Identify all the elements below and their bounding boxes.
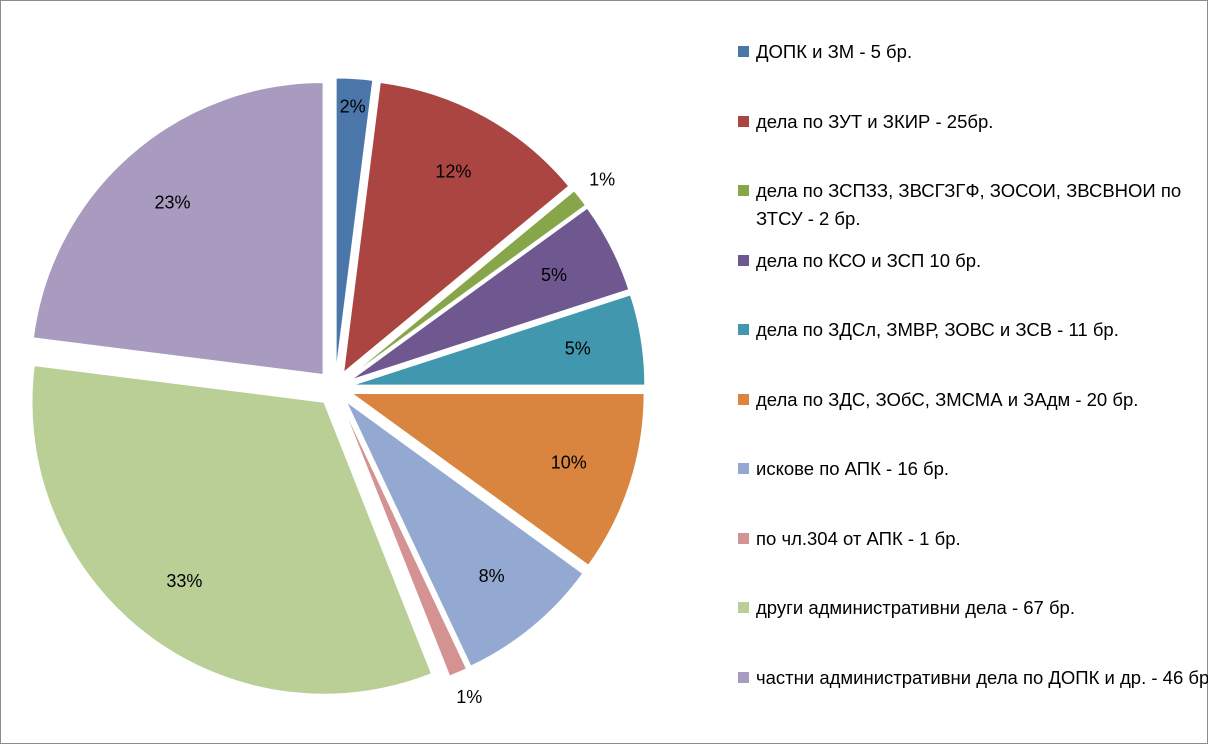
legend-swatch — [738, 463, 749, 474]
data-label: 5% — [541, 265, 567, 285]
legend-label: ДОПК и ЗМ - 5 бр. — [756, 41, 913, 62]
data-label: 23% — [154, 192, 190, 212]
legend-swatch — [738, 602, 749, 613]
pie-slice — [346, 401, 584, 667]
pie-slice — [350, 207, 630, 381]
legend-swatch — [738, 115, 749, 127]
legend-swatch — [738, 46, 749, 57]
pie-slice — [350, 393, 645, 566]
data-label: 12% — [435, 161, 471, 181]
legend-item: дела по ЗСПЗЗ, ЗВСГЗГФ, ЗОСОИ, ЗВСВНОИ п… — [738, 177, 1208, 233]
legend-label: дела по ЗДС, ЗОбС, ЗМСМА и ЗАдм - 20 бр. — [756, 388, 1139, 410]
data-label: 8% — [479, 566, 505, 586]
legend-swatch — [738, 324, 749, 335]
legend-label: частни административни дела по ДОПК и др… — [756, 666, 1208, 688]
legend-label: искове по АПК - 16 бр. — [756, 458, 950, 479]
legend-label: други административни дела - 67 бр. — [756, 597, 1075, 618]
legend-item: други административни дела - 67 бр. — [738, 594, 1208, 622]
data-label: 2% — [340, 97, 366, 117]
pie-slice — [352, 294, 646, 386]
legend-label: по чл.304 от АПК - 1 бр. — [756, 527, 961, 549]
legend-item: по чл.304 от АПК - 1 бр. — [738, 525, 1208, 553]
legend-swatch — [738, 185, 749, 196]
legend-item: искове по АПК - 16 бр. — [738, 455, 1208, 483]
data-label: 10% — [551, 453, 587, 473]
legend-swatch — [738, 671, 749, 683]
legend-swatch — [738, 393, 749, 405]
data-label: 33% — [166, 571, 202, 591]
data-label: 5% — [565, 338, 591, 358]
legend-label: дела по ЗСПЗЗ, ЗВСГЗГФ, ЗОСОИ, ЗВСВНОИ п… — [756, 180, 1182, 229]
legend-item: дела по ЗУТ и ЗКИР - 25бр. — [738, 108, 1208, 136]
pie-slice — [343, 81, 570, 374]
data-label: 1% — [456, 687, 482, 707]
legend-item: дела по ЗДС, ЗОбС, ЗМСМА и ЗАдм - 20 бр. — [738, 386, 1208, 414]
pie-slice — [348, 190, 587, 378]
pie-slice — [335, 77, 374, 371]
legend-item: частни административни дела по ДОПК и др… — [738, 664, 1208, 692]
legend-label: дела по ЗДСл, ЗМВР, ЗОВС и ЗСВ - 11 бр. — [756, 319, 1119, 340]
data-label: 1% — [589, 170, 615, 190]
legend-label: дела по КСО и ЗСП 10 бр. — [756, 249, 982, 271]
legend-swatch — [738, 532, 749, 544]
pie-slice — [32, 81, 324, 376]
legend-swatch — [738, 254, 749, 266]
legend-item: дела по КСО и ЗСП 10 бр. — [738, 247, 1208, 275]
legend-label: дела по ЗУТ и ЗКИР - 25бр. — [756, 110, 994, 132]
pie-slice — [31, 365, 433, 695]
legend-item: дела по ЗДСл, ЗМВР, ЗОВС и ЗСВ - 11 бр. — [738, 316, 1208, 344]
legend-item: ДОПК и ЗМ - 5 бр. — [738, 38, 1208, 66]
pie-slice — [341, 404, 468, 677]
